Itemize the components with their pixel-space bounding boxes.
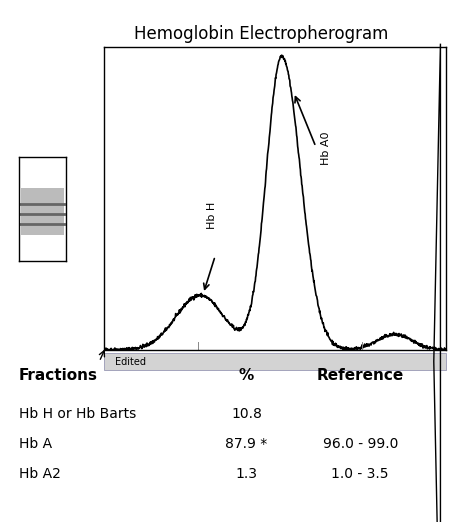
Bar	[104, 353, 446, 370]
Text: Hb H: Hb H	[207, 201, 217, 229]
Text: Hb A2: Hb A2	[19, 467, 61, 481]
Text: Hb A0: Hb A0	[321, 132, 331, 165]
Text: Reference: Reference	[317, 368, 404, 383]
Bar	[21, 188, 64, 235]
Text: 87.9 *: 87.9 *	[225, 437, 268, 451]
Text: Hemoglobin Electropherogram: Hemoglobin Electropherogram	[134, 25, 388, 43]
Text: 1.3: 1.3	[236, 467, 257, 481]
Text: Hb A: Hb A	[19, 437, 52, 451]
Text: %: %	[239, 368, 254, 383]
Text: 10.8: 10.8	[231, 407, 262, 421]
Text: 1.0 - 3.5: 1.0 - 3.5	[331, 467, 389, 481]
Text: Hb H or Hb Barts: Hb H or Hb Barts	[19, 407, 136, 421]
Text: Fractions: Fractions	[19, 368, 98, 383]
Text: 96.0 - 99.0: 96.0 - 99.0	[322, 437, 398, 451]
Text: Edited: Edited	[115, 357, 146, 366]
